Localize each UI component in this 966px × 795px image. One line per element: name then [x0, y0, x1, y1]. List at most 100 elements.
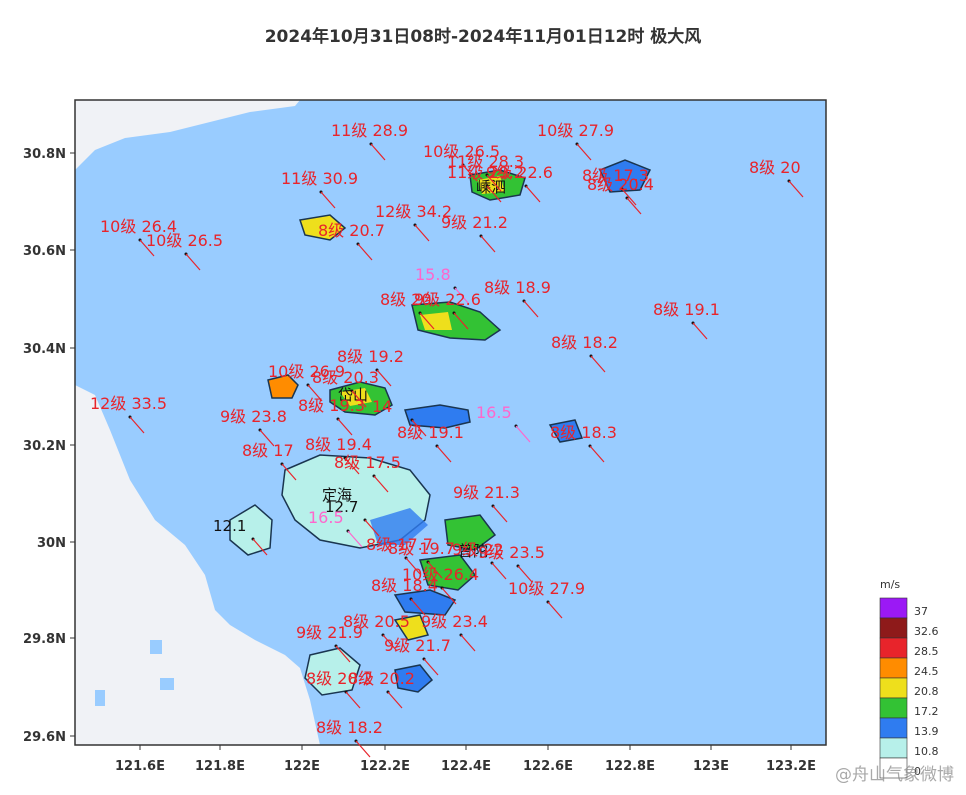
station-label: 11级 30.9	[281, 169, 358, 188]
station-marker: 8级 18.2	[316, 718, 383, 758]
wind-barb	[692, 322, 708, 340]
island-shengsi-inner	[478, 176, 505, 194]
wind-barb	[626, 197, 642, 215]
wind-barb	[576, 143, 592, 161]
wind-barb	[337, 418, 353, 436]
station-marker: 9级 21.7	[384, 636, 451, 676]
station-label: 8级 20.2	[348, 669, 415, 688]
place-label: 嵊泗	[476, 178, 506, 196]
wind-barb	[355, 740, 371, 758]
island-zone-blue	[370, 508, 428, 545]
y-tick-label: 30.6N	[23, 244, 66, 259]
x-tick-label: 122.2E	[360, 759, 410, 774]
station-marker: 8级 19.4	[305, 435, 372, 475]
station-label: 10级 26.4	[402, 565, 479, 584]
station-label: 11级 29.2	[447, 163, 524, 182]
island-daishan-inner	[340, 388, 372, 406]
legend-level-label: 20.8	[914, 685, 939, 698]
station-label: 8级 19.4	[305, 435, 372, 454]
y-tick-label: 30.2N	[23, 439, 66, 454]
station-marker: 9级 23.5	[478, 543, 545, 583]
wind-barb	[414, 224, 430, 242]
island-south-2	[393, 614, 430, 641]
station-label: 16.5	[476, 403, 512, 422]
wind-barb	[788, 180, 804, 198]
station-label: 11级 28.9	[331, 121, 408, 140]
wind-barb	[480, 235, 496, 253]
x-tick-label: 121.6E	[115, 759, 165, 774]
station-marker: 8级 20	[380, 290, 435, 330]
y-tick-label: 30.4N	[23, 342, 66, 357]
wind-barb	[523, 300, 539, 318]
wind-barb	[453, 312, 469, 330]
station-marker: 9级 21.9	[296, 623, 363, 663]
wind-barb	[462, 164, 478, 182]
station-marker: 8级 17.3	[582, 166, 649, 206]
station-label: 16.5	[308, 508, 344, 527]
wind-barb	[517, 565, 533, 583]
wind-barb	[307, 384, 323, 402]
station-label: 12级 34.2	[375, 202, 452, 221]
station-label: 8级 19.2	[337, 347, 404, 366]
wind-barb	[382, 634, 398, 652]
legend-swatch	[879, 597, 908, 619]
station-label: 9级 21.3	[453, 483, 520, 502]
island-putuo	[444, 514, 497, 551]
lake	[95, 690, 105, 706]
wind-barb	[486, 185, 502, 203]
y-axis-ticks: 30.8N 30.6N 30.4N 30.2N 30N 29.8N 29.6N	[23, 147, 75, 745]
station-marker: 9级 23.8	[220, 407, 287, 447]
wind-barb	[491, 562, 507, 580]
wind-barb	[351, 390, 367, 408]
station-label: 9级 22	[452, 540, 504, 559]
wind-barb	[621, 188, 637, 206]
station-marker: 10级 26.5	[423, 142, 500, 182]
x-tick-label: 122.4E	[441, 759, 491, 774]
legend-level-label: 32.6	[914, 625, 939, 638]
station-marker: 8级 18.4	[371, 576, 438, 616]
island-cenyang	[394, 664, 434, 693]
station-marker: 15.8	[415, 265, 470, 305]
station-label: 10级 26.9	[268, 362, 345, 381]
legend-swatch	[879, 717, 908, 739]
station-marker: 8级 20.7	[318, 221, 385, 261]
island-zhujiajian	[419, 554, 477, 591]
station-marker: 10级 27.9	[537, 121, 614, 161]
legend-level-label: 10.8	[914, 745, 939, 758]
station-marker: 11级 29.2	[447, 163, 524, 203]
station-marker: 8级 20.2	[306, 669, 373, 709]
station-marker: 8级 19.2	[337, 347, 404, 387]
station-label: 10级 26.4	[100, 217, 177, 236]
station-marker: 11级 28.9	[331, 121, 408, 161]
wind-barb	[419, 312, 435, 330]
station-marker: 10级 26.4	[402, 565, 479, 605]
station-marker: 9级 22	[452, 540, 507, 580]
station-label: 11级 28.3	[447, 152, 524, 171]
station-label: 8级 17.5	[334, 453, 401, 472]
station-marker: 8级 17	[242, 441, 297, 481]
station-marker: 8级 20.5	[343, 612, 410, 652]
mainland-south	[230, 700, 320, 745]
station-marker: 9级 22.6	[414, 290, 481, 330]
station-marker: 8级 20.2	[348, 669, 415, 709]
station-marker: 8级 18.3	[550, 423, 617, 463]
station-marker: 8级 18.2	[551, 333, 618, 373]
wind-barb	[441, 587, 457, 605]
station-label: 8级 20.4	[587, 175, 654, 194]
x-axis-ticks: 121.6E 121.8E 122E 122.2E 122.4E 122.6E 122.8E…	[115, 745, 816, 774]
station-label: 9级 23.5	[478, 543, 545, 562]
station-label: 8级 19.7	[388, 539, 455, 558]
station-label: 8级 18.2	[551, 333, 618, 352]
wind-barb	[454, 287, 470, 305]
station-label: 8级 18.3	[550, 423, 617, 442]
station-marker: 14	[372, 397, 427, 437]
station-label: 8级 20.5	[343, 612, 410, 631]
station-marker: 8级 19.3	[298, 396, 365, 436]
station-label: 9级 22.6	[486, 163, 553, 182]
wind-barb	[436, 445, 452, 463]
x-tick-label: 123E	[693, 759, 729, 774]
island-east-small	[548, 419, 584, 443]
legend-level-label: 17.2	[914, 705, 939, 718]
